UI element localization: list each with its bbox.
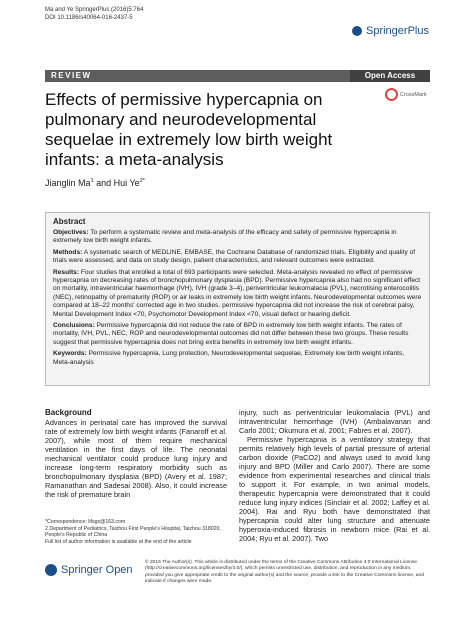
left-column: Background Advances in perinatal care ha…	[45, 408, 227, 499]
section-label: Results:	[53, 268, 80, 276]
abstract-section: Results: Four studies that enrolled a to…	[53, 269, 422, 319]
section-label: Objectives:	[53, 229, 89, 236]
abstract-heading: Abstract	[53, 217, 86, 226]
abstract-box: Abstract Objectives: To perform a system…	[45, 212, 430, 386]
right-column: injury, such as periventricular leukomal…	[239, 408, 430, 543]
paragraph: injury, such as periventricular leukomal…	[239, 408, 430, 435]
paragraph: Advances in perinatal care has improved …	[45, 418, 227, 499]
doi: DOI 10.1186/s40064-016-2437-5	[45, 15, 133, 21]
section-text: Four studies that enrolled a total of 69…	[53, 268, 422, 318]
footnote: *Correspondence: lifsgx@163.com	[45, 519, 126, 525]
section-text: A systematic search of MEDLINE, EMBASE, …	[53, 248, 416, 265]
footnotes: *Correspondence: lifsgx@163.com 2 Departm…	[45, 519, 225, 545]
abstract-section: Keywords: Permissive hypercapnia, Lung p…	[53, 350, 422, 367]
logo-icon	[352, 26, 362, 37]
crossmark[interactable]: CrossMark	[385, 88, 427, 101]
crossmark-text: CrossMark	[400, 91, 427, 98]
logo-text: Springer Open	[61, 564, 133, 576]
citation: Ma and Ye SpringerPlus (2016)5:764	[45, 7, 144, 13]
logo-text: SpringerPlus	[366, 25, 429, 37]
footnote: Full list of author information is avail…	[45, 538, 192, 545]
section-text: Permissive hypercapnia, Lung protection,…	[53, 350, 405, 366]
paragraph: Permissive hypercapnia is a ventilatory …	[239, 435, 430, 543]
crossmark-icon	[385, 88, 398, 101]
author: Hui Ye	[113, 178, 140, 188]
journal-logo: SpringerPlus	[352, 25, 429, 37]
author: Jianglin Ma	[45, 178, 91, 188]
authors: Jianglin Ma1 and Hui Ye2*	[45, 178, 145, 188]
section-label: Methods:	[53, 248, 83, 256]
logo-icon	[45, 564, 57, 577]
article-title: Effects of permissive hypercapnia on pul…	[45, 90, 333, 169]
connector: and	[96, 178, 112, 188]
banner: REVIEW Open Access	[45, 70, 430, 82]
license: © 2016 The Author(s). This article is di…	[145, 560, 424, 584]
abstract-section: Methods: A systematic search of MEDLINE,…	[53, 249, 422, 266]
section-label: Keywords:	[53, 350, 87, 358]
abstract-section: Conclusions: Permissive hypercapnia did …	[53, 322, 422, 347]
section-text: Permissive hypercapnia did not reduce th…	[53, 322, 409, 346]
footnote: 2 Department of Pediatrics, Taizhou Firs…	[45, 525, 221, 539]
abstract-section: Objectives: To perform a systematic revi…	[53, 229, 422, 246]
affiliation: 2*	[139, 178, 145, 184]
section-heading: Background	[45, 408, 92, 417]
article-type: REVIEW	[51, 71, 92, 80]
publisher-logo: Springer Open	[45, 564, 133, 577]
affiliation: 1	[90, 178, 94, 184]
open-access: Open Access	[350, 70, 430, 82]
section-label: Conclusions:	[53, 322, 95, 330]
section-text: To perform a systematic review and meta-…	[53, 229, 397, 245]
